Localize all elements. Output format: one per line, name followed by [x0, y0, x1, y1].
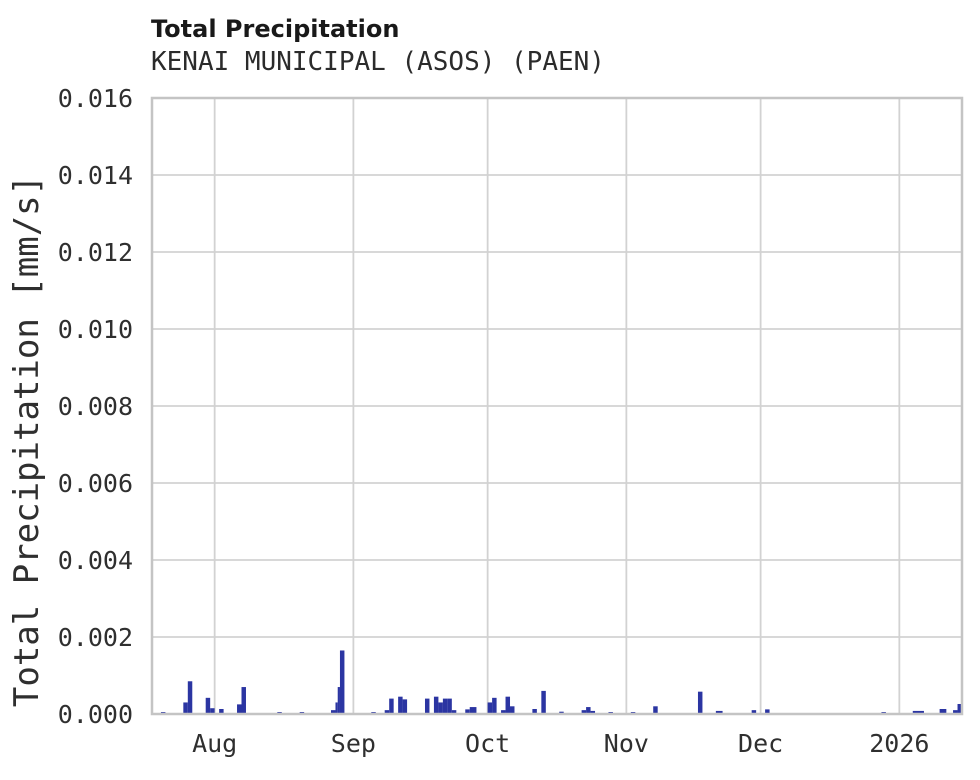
precip-bar	[501, 710, 506, 714]
y-tick-label: 0.004	[58, 546, 133, 575]
precip-bar	[438, 702, 443, 714]
precip-bar	[912, 710, 924, 714]
chart-subtitle: KENAI MUNICIPAL (ASOS) (PAEN)	[151, 47, 605, 77]
chart-title: Total Precipitation	[151, 15, 400, 43]
precip-bar	[339, 650, 345, 714]
plot-border	[150, 96, 964, 716]
precip-bar	[442, 698, 448, 714]
x-tick-label: Sep	[331, 729, 376, 758]
precip-bar	[510, 706, 515, 714]
precip-bar	[487, 702, 493, 714]
precip-bar	[697, 691, 703, 714]
y-tick-label: 0.010	[58, 315, 133, 344]
precip-bar	[653, 706, 658, 714]
precip-bar	[751, 710, 757, 714]
x-tick-label: 2026	[869, 729, 929, 758]
precip-bar	[469, 707, 477, 714]
x-tick-label: Nov	[604, 729, 649, 758]
precip-bar	[424, 698, 430, 714]
precip-bar	[389, 698, 394, 714]
x-tick-label: Aug	[192, 729, 237, 758]
y-tick-label: 0.008	[58, 392, 133, 421]
y-tick-label: 0.006	[58, 469, 133, 498]
precip-bar	[205, 697, 211, 714]
precip-bar	[957, 703, 962, 714]
precip-bar	[532, 708, 537, 714]
precip-bar	[187, 681, 193, 714]
precip-bar	[492, 697, 497, 714]
y-tick-label: 0.016	[58, 84, 133, 113]
precip-bar	[590, 710, 596, 714]
y-tick-label: 0.002	[58, 623, 133, 652]
precip-bar	[241, 687, 246, 714]
x-tick-label: Dec	[738, 729, 783, 758]
precip-bar	[384, 710, 390, 714]
precip-bar	[953, 710, 958, 714]
y-tick-label: 0.000	[58, 700, 133, 729]
precip-bar	[715, 710, 723, 714]
precip-bar	[465, 709, 470, 714]
precip-bar	[586, 707, 591, 714]
precip-bar	[765, 709, 770, 714]
precip-bar	[210, 708, 215, 714]
y-tick-label: 0.012	[58, 238, 133, 267]
precip-bar	[505, 696, 511, 714]
precip-bar	[541, 690, 546, 714]
precip-bar	[433, 696, 439, 714]
x-tick-label: Oct	[465, 729, 510, 758]
precip-bar	[939, 708, 947, 714]
precip-bar	[183, 702, 188, 714]
precip-bar	[335, 702, 338, 714]
precip-bar	[451, 710, 457, 714]
precip-bar	[337, 687, 340, 714]
precip-bar	[219, 708, 224, 714]
precip-bar	[331, 710, 336, 714]
precip-bar	[398, 696, 403, 714]
precip-bar	[402, 699, 408, 714]
precip-bar	[447, 698, 452, 714]
precip-bar	[237, 704, 242, 714]
y-tick-label: 0.014	[58, 161, 133, 190]
precip-bar	[581, 710, 587, 714]
